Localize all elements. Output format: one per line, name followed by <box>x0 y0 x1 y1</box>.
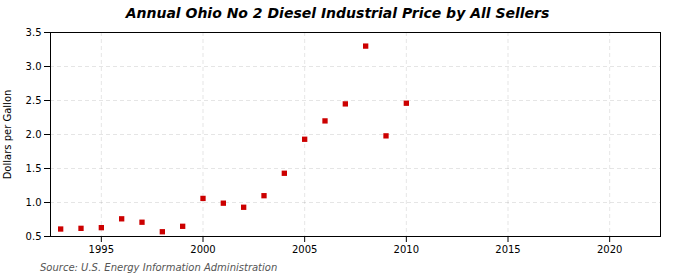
svg-text:2.0: 2.0 <box>26 129 42 140</box>
svg-text:Dollars per Gallon: Dollars per Gallon <box>2 90 13 180</box>
svg-text:2015: 2015 <box>495 244 520 255</box>
html-text:Annual Ohio No 2 Diesel Indust: Annual Ohio No 2 Diesel Industrial Price… <box>125 5 550 21</box>
svg-text:1.0: 1.0 <box>26 197 42 208</box>
svg-text:2000: 2000 <box>190 244 215 255</box>
svg-text:2020: 2020 <box>597 244 622 255</box>
html-text:Source: U.S. Energy Informatio: Source: U.S. Energy Information Administ… <box>40 262 278 273</box>
svg-text:2.5: 2.5 <box>26 95 42 106</box>
svg-text:1.5: 1.5 <box>26 163 42 174</box>
svg-text:3.0: 3.0 <box>26 61 42 72</box>
svg-text:1995: 1995 <box>89 244 114 255</box>
svg-text:0.5: 0.5 <box>26 231 42 242</box>
svg-text:2005: 2005 <box>292 244 317 255</box>
svg-text:3.5: 3.5 <box>26 27 42 38</box>
svg-text:2010: 2010 <box>394 244 419 255</box>
